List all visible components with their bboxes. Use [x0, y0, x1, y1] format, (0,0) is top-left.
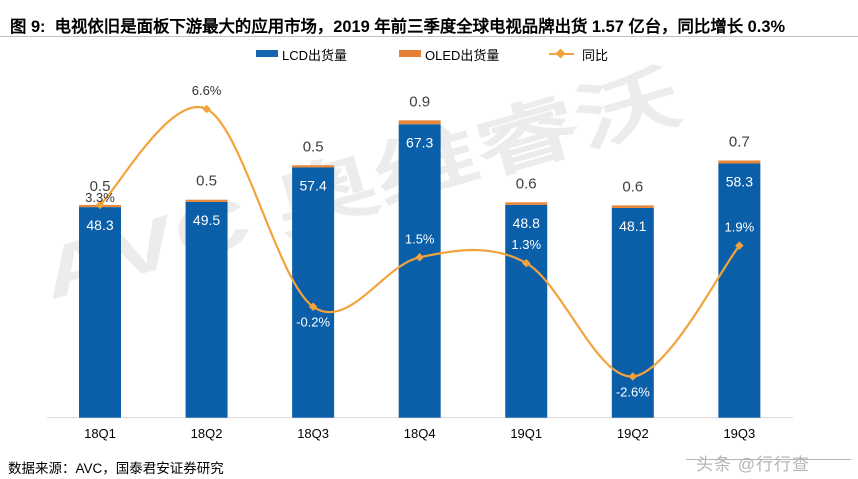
svg-text:48.8: 48.8 [513, 215, 540, 231]
svg-text:18Q4: 18Q4 [404, 426, 436, 441]
svg-text:0.5: 0.5 [196, 173, 217, 190]
svg-text:19Q1: 19Q1 [510, 426, 542, 441]
svg-text:1.3%: 1.3% [511, 237, 541, 252]
svg-text:0.9: 0.9 [409, 93, 430, 110]
svg-text:-2.6%: -2.6% [616, 385, 650, 400]
svg-text:67.3: 67.3 [406, 134, 433, 150]
svg-text:1.5%: 1.5% [405, 231, 435, 246]
svg-text:18Q3: 18Q3 [297, 426, 329, 441]
svg-text:57.4: 57.4 [299, 177, 326, 193]
svg-text:19Q3: 19Q3 [723, 426, 755, 441]
svg-text:19Q2: 19Q2 [617, 426, 649, 441]
svg-text:48.1: 48.1 [619, 218, 646, 234]
svg-text:0.5: 0.5 [90, 178, 111, 195]
svg-text:58.3: 58.3 [726, 174, 753, 190]
svg-text:48.3: 48.3 [86, 217, 113, 233]
svg-text:AVC 奥维睿沃: AVC 奥维睿沃 [32, 57, 688, 316]
svg-text:0.6: 0.6 [622, 178, 643, 195]
svg-text:0.7: 0.7 [729, 133, 750, 150]
svg-text:-0.2%: -0.2% [296, 315, 330, 330]
svg-text:0.6: 0.6 [516, 175, 537, 192]
svg-text:49.5: 49.5 [193, 212, 220, 228]
svg-text:1.9%: 1.9% [725, 220, 755, 235]
svg-text:0.5: 0.5 [303, 138, 324, 155]
svg-text:6.6%: 6.6% [192, 83, 222, 98]
svg-text:18Q2: 18Q2 [191, 426, 223, 441]
svg-text:18Q1: 18Q1 [84, 426, 116, 441]
